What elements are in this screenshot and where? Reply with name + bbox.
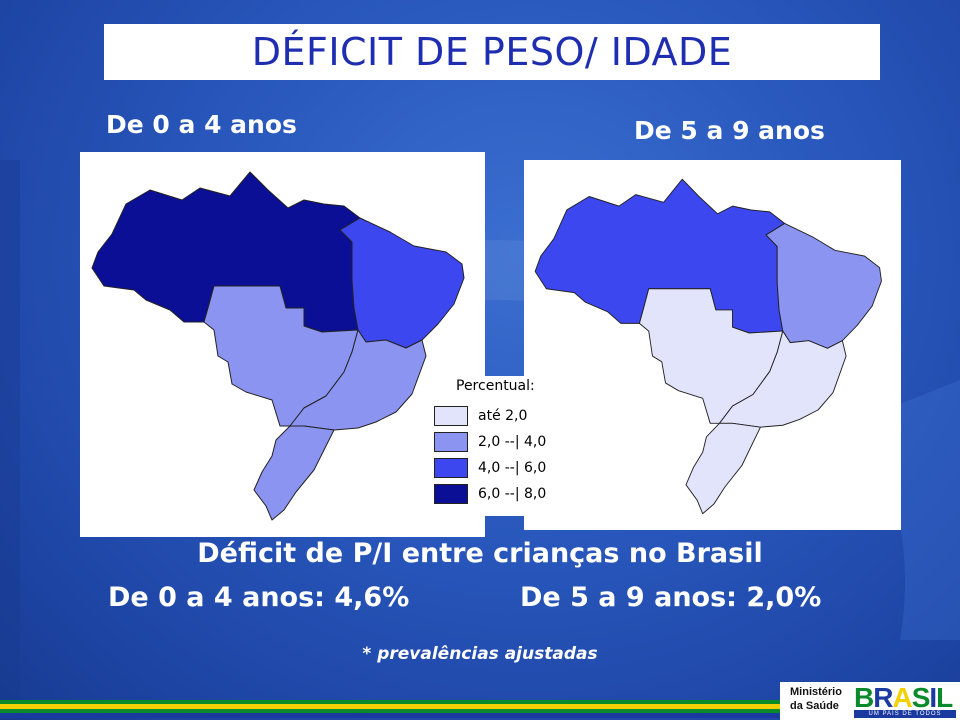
legend-title: Percentual: (456, 378, 535, 394)
brasil-tagline: UM PAÍS DE TODOS (854, 710, 956, 718)
region-sudeste (719, 330, 847, 428)
map-5-9-anos (524, 160, 901, 530)
region-nordeste (339, 217, 465, 349)
title-banner: DÉFICIT DE PESO/ IDADE (104, 24, 880, 80)
brasil-logo-letter: S (911, 682, 931, 713)
caption-5-9-anos: De 5 a 9 anos: 2,0% (520, 582, 822, 613)
legend-label: 4,0 --| 6,0 (478, 460, 547, 476)
legend-swatch (434, 484, 468, 504)
legend-label: 6,0 --| 8,0 (478, 486, 547, 502)
legend-item: até 2,0 (434, 406, 527, 426)
legend-swatch (434, 406, 468, 426)
brasil-logo-letter: A (892, 682, 912, 713)
brasil-logo: BRASIL (854, 682, 953, 714)
yellow-stripe (0, 704, 780, 709)
brasil-logo-letter: I (929, 682, 937, 713)
brazil-map-left (91, 171, 465, 521)
ministry-line2: da Saúde (790, 700, 839, 712)
legend-swatch (434, 458, 468, 478)
region-sudeste (289, 329, 427, 431)
green-stripe-2 (0, 709, 780, 713)
government-logos: Ministério da Saúde BRASIL UM PAÍS DE TO… (780, 682, 960, 720)
map-legend: Percentual: até 2,0 2,0 --| 4,0 4,0 --| … (428, 376, 564, 516)
ministerio-saude-logo: Ministério da Saúde (790, 685, 842, 713)
legend-label: 2,0 --| 4,0 (478, 434, 547, 450)
right-map-subtitle: De 5 a 9 anos (634, 116, 825, 145)
brazil-map-right (534, 178, 882, 515)
region-sul (253, 425, 335, 521)
footnote-text: * prevalências ajustadas (362, 644, 598, 664)
brasil-logo-letter: B (854, 682, 874, 713)
legend-item: 6,0 --| 8,0 (434, 484, 546, 504)
left-map-subtitle: De 0 a 4 anos (106, 110, 297, 139)
region-sul (685, 422, 761, 515)
slide-title: DÉFICIT DE PESO/ IDADE (251, 30, 733, 74)
flag-stripe-bar (0, 700, 960, 720)
caption-0-4-anos: De 0 a 4 anos: 4,6% (108, 582, 410, 613)
legend-swatch (434, 432, 468, 452)
caption-main: Déficit de P/I entre crianças no Brasil (197, 538, 763, 569)
legend-label: até 2,0 (478, 408, 528, 424)
legend-item: 2,0 --| 4,0 (434, 432, 546, 452)
caption-footnote: * prevalências ajustadas (0, 644, 960, 664)
map-0-4-anos (80, 152, 485, 537)
legend-item: 4,0 --| 6,0 (434, 458, 546, 478)
region-nordeste (765, 222, 882, 349)
ministry-line1: Ministério (790, 686, 842, 698)
blue-stripe (0, 713, 780, 718)
brasil-logo-letter: R (873, 682, 893, 713)
brasil-logo-letter: L (936, 682, 953, 713)
green-stripe (0, 700, 780, 704)
